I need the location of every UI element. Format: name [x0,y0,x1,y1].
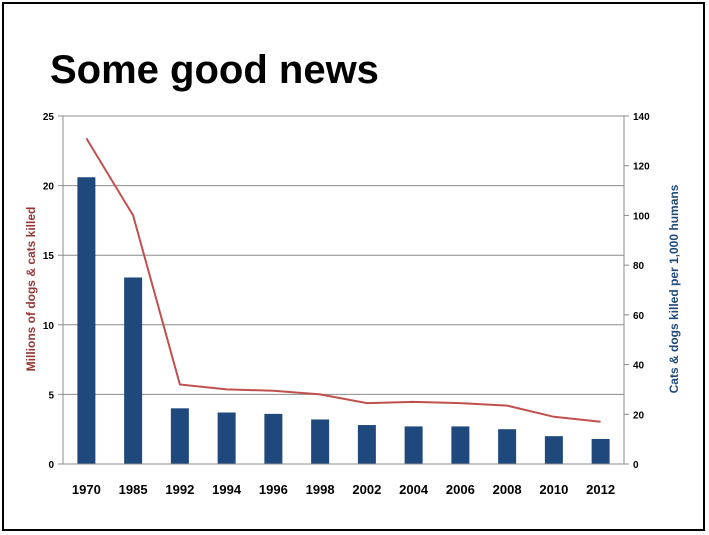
slide-title: Some good news [50,48,379,92]
bar-1992 [170,408,189,464]
line-series [85,137,601,423]
x-tick-label: 2006 [446,482,475,497]
x-tick-label: 2008 [493,482,522,497]
right-tick-label: 140 [633,112,650,123]
left-tick-label: 0 [48,460,54,471]
bar-2002 [357,425,376,464]
right-tick-label: 60 [633,311,645,322]
right-axis-label: Cats & dogs killed per 1,000 humans [667,184,681,393]
right-axis-ticks: 0 20 40 60 80 100 120 140 [624,112,650,471]
bar-2012 [591,438,610,464]
left-tick-label: 5 [48,390,54,401]
right-tick-label: 20 [633,410,645,421]
right-tick-label: 0 [633,460,639,471]
x-axis-ticks: 1970 1985 1992 1994 1996 1998 2002 2004 2006 2008… [72,482,615,497]
x-tick-label: 2002 [352,482,381,497]
x-tick-label: 2010 [539,482,568,497]
left-tick-label: 15 [43,251,55,262]
bar-1985 [124,277,143,464]
bar-2008 [498,429,517,464]
left-tick-label: 20 [43,182,55,193]
gridlines [63,115,624,395]
bar-2010 [544,436,563,464]
bar-1998 [311,419,330,464]
axes [62,116,625,465]
x-tick-label: 1970 [72,482,101,497]
right-tick-label: 100 [633,211,650,222]
x-tick-label: 1985 [119,482,148,497]
bar-1994 [217,412,236,464]
bar-2004 [404,426,423,464]
bar-2006 [451,426,470,464]
x-tick-label: 1996 [259,482,288,497]
left-tick-label: 10 [43,321,55,332]
left-axis-ticks: 0 5 10 15 20 25 [43,112,63,471]
left-tick-label: 25 [43,112,55,123]
x-tick-label: 1992 [165,482,194,497]
x-tick-label: 1998 [306,482,335,497]
x-tick-label: 1994 [212,482,242,497]
left-axis-label: Millions of dogs & cats killed [24,207,38,372]
bar-1996 [264,413,283,464]
right-tick-label: 40 [633,361,645,372]
right-tick-label: 120 [633,162,650,173]
x-tick-label: 2004 [399,482,429,497]
line-per-1000-humans [85,137,601,423]
x-tick-label: 2012 [586,482,615,497]
bar-1970 [77,177,96,465]
right-tick-label: 80 [633,261,645,272]
bar-series [77,177,610,465]
